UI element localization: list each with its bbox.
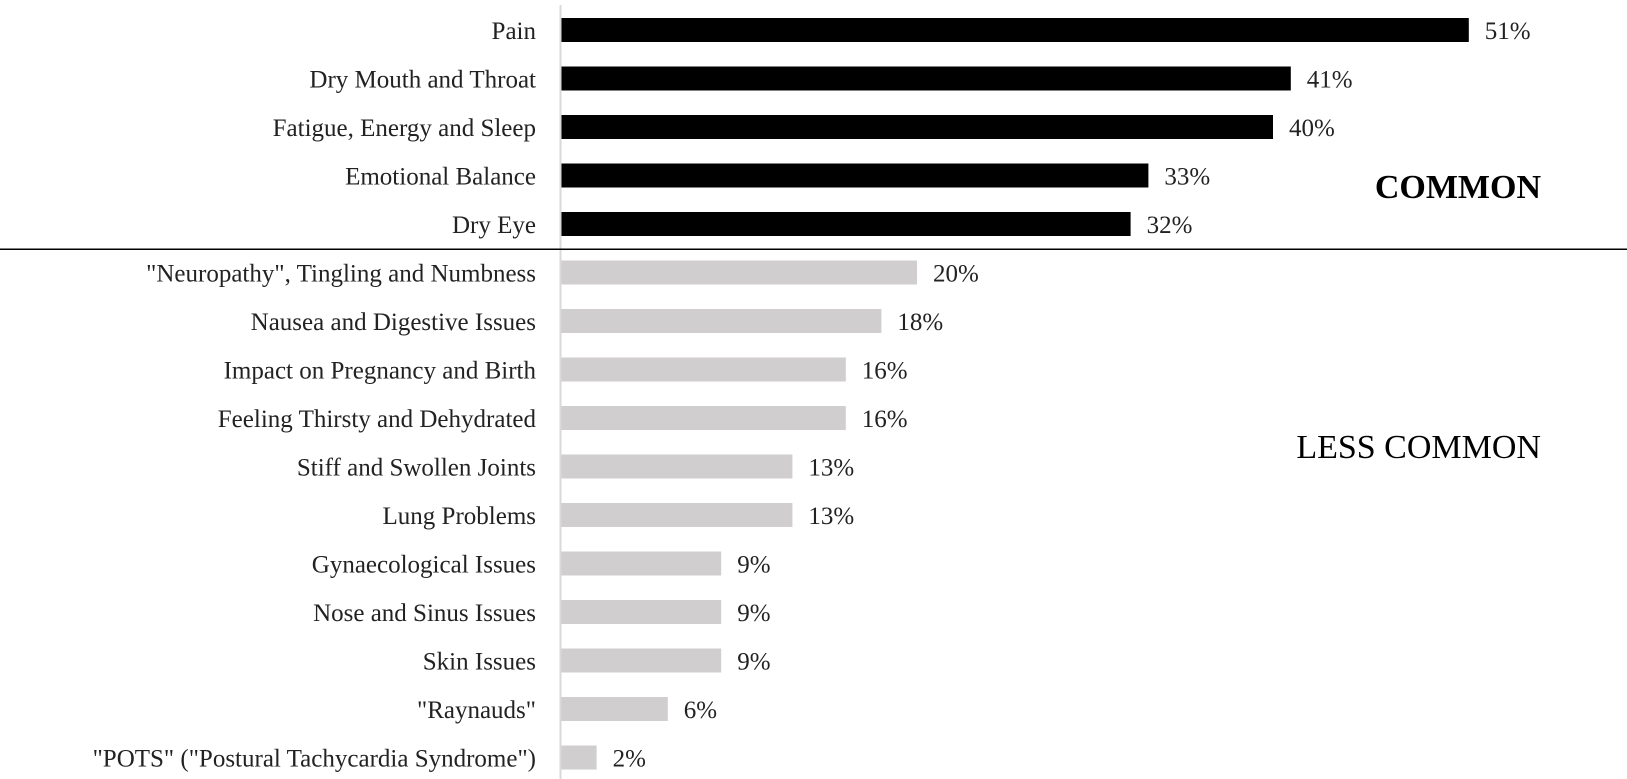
bar-nose-and-sinus-issues bbox=[561, 600, 722, 624]
value-label-feeling-thirsty-and-dehydrated: 16% bbox=[862, 406, 908, 433]
bar-fatigue-energy-and-sleep bbox=[561, 115, 1273, 139]
value-label-pots-postural-tachycardia-syndrome: 2% bbox=[613, 746, 646, 773]
category-label-raynauds: "Raynauds" bbox=[417, 697, 536, 724]
labels-layer: Pain 51% Dry Mouth and Throat 41% Fatigue, E… bbox=[93, 18, 1542, 773]
group-label-common: COMMON bbox=[1375, 169, 1542, 206]
value-label-impact-on-pregnancy-and-birth: 16% bbox=[862, 358, 908, 385]
value-label-emotional-balance: 33% bbox=[1164, 164, 1210, 191]
value-label-dry-eye: 32% bbox=[1147, 212, 1193, 239]
value-label-raynauds: 6% bbox=[684, 697, 717, 724]
category-label-neuropathy-tingling-and-numbness: "Neuropathy", Tingling and Numbness bbox=[146, 261, 536, 288]
group-label-less-common: LESS COMMON bbox=[1296, 429, 1541, 466]
category-label-gynaecological-issues: Gynaecological Issues bbox=[312, 552, 536, 579]
category-label-stiff-and-swollen-joints: Stiff and Swollen Joints bbox=[297, 455, 536, 482]
value-label-stiff-and-swollen-joints: 13% bbox=[808, 455, 854, 482]
value-label-fatigue-energy-and-sleep: 40% bbox=[1289, 115, 1335, 142]
bar-impact-on-pregnancy-and-birth bbox=[561, 357, 846, 382]
category-label-feeling-thirsty-and-dehydrated: Feeling Thirsty and Dehydrated bbox=[218, 406, 537, 433]
bars-layer bbox=[561, 18, 1469, 770]
category-label-pain: Pain bbox=[492, 18, 537, 45]
bar-pots-postural-tachycardia-syndrome bbox=[561, 745, 597, 770]
category-label-nose-and-sinus-issues: Nose and Sinus Issues bbox=[313, 600, 536, 627]
bar-stiff-and-swollen-joints bbox=[561, 454, 793, 479]
value-label-nose-and-sinus-issues: 9% bbox=[737, 600, 770, 627]
category-label-dry-eye: Dry Eye bbox=[452, 212, 536, 239]
bar-nausea-and-digestive-issues bbox=[561, 309, 882, 333]
value-label-skin-issues: 9% bbox=[737, 649, 770, 676]
value-label-neuropathy-tingling-and-numbness: 20% bbox=[933, 261, 979, 288]
category-label-pots-postural-tachycardia-syndrome: "POTS" ("Postural Tachycardia Syndrome") bbox=[93, 746, 536, 773]
bar-dry-eye bbox=[561, 212, 1131, 236]
bar-feeling-thirsty-and-dehydrated bbox=[561, 406, 846, 430]
value-label-pain: 51% bbox=[1485, 18, 1531, 45]
category-label-dry-mouth-and-throat: Dry Mouth and Throat bbox=[309, 67, 536, 94]
value-label-dry-mouth-and-throat: 41% bbox=[1307, 67, 1353, 94]
bar-raynauds bbox=[561, 697, 668, 721]
category-label-nausea-and-digestive-issues: Nausea and Digestive Issues bbox=[251, 309, 536, 336]
category-label-emotional-balance: Emotional Balance bbox=[345, 164, 536, 191]
bar-pain bbox=[561, 18, 1469, 42]
bar-gynaecological-issues bbox=[561, 551, 722, 576]
category-label-fatigue-energy-and-sleep: Fatigue, Energy and Sleep bbox=[273, 115, 536, 142]
category-label-lung-problems: Lung Problems bbox=[383, 503, 536, 530]
category-label-impact-on-pregnancy-and-birth: Impact on Pregnancy and Birth bbox=[224, 358, 537, 385]
value-label-nausea-and-digestive-issues: 18% bbox=[897, 309, 943, 336]
bar-skin-issues bbox=[561, 648, 722, 673]
bar-dry-mouth-and-throat bbox=[561, 66, 1291, 91]
value-label-lung-problems: 13% bbox=[808, 503, 854, 530]
value-label-gynaecological-issues: 9% bbox=[737, 552, 770, 579]
bar-lung-problems bbox=[561, 503, 793, 527]
bar-neuropathy-tingling-and-numbness bbox=[561, 260, 917, 285]
bar-emotional-balance bbox=[561, 163, 1149, 188]
category-label-skin-issues: Skin Issues bbox=[423, 649, 536, 676]
